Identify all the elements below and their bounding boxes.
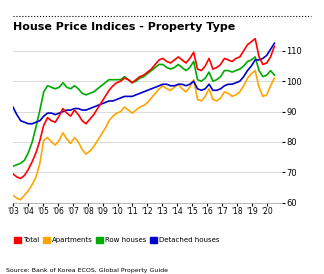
Text: Source: Bank of Korea ECOS, Global Property Guide: Source: Bank of Korea ECOS, Global Prope…	[6, 268, 168, 273]
Text: House Price Indices - Property Type: House Price Indices - Property Type	[13, 22, 235, 32]
Legend: Total, Apartments, Row houses, Detached houses: Total, Apartments, Row houses, Detached …	[11, 235, 222, 246]
